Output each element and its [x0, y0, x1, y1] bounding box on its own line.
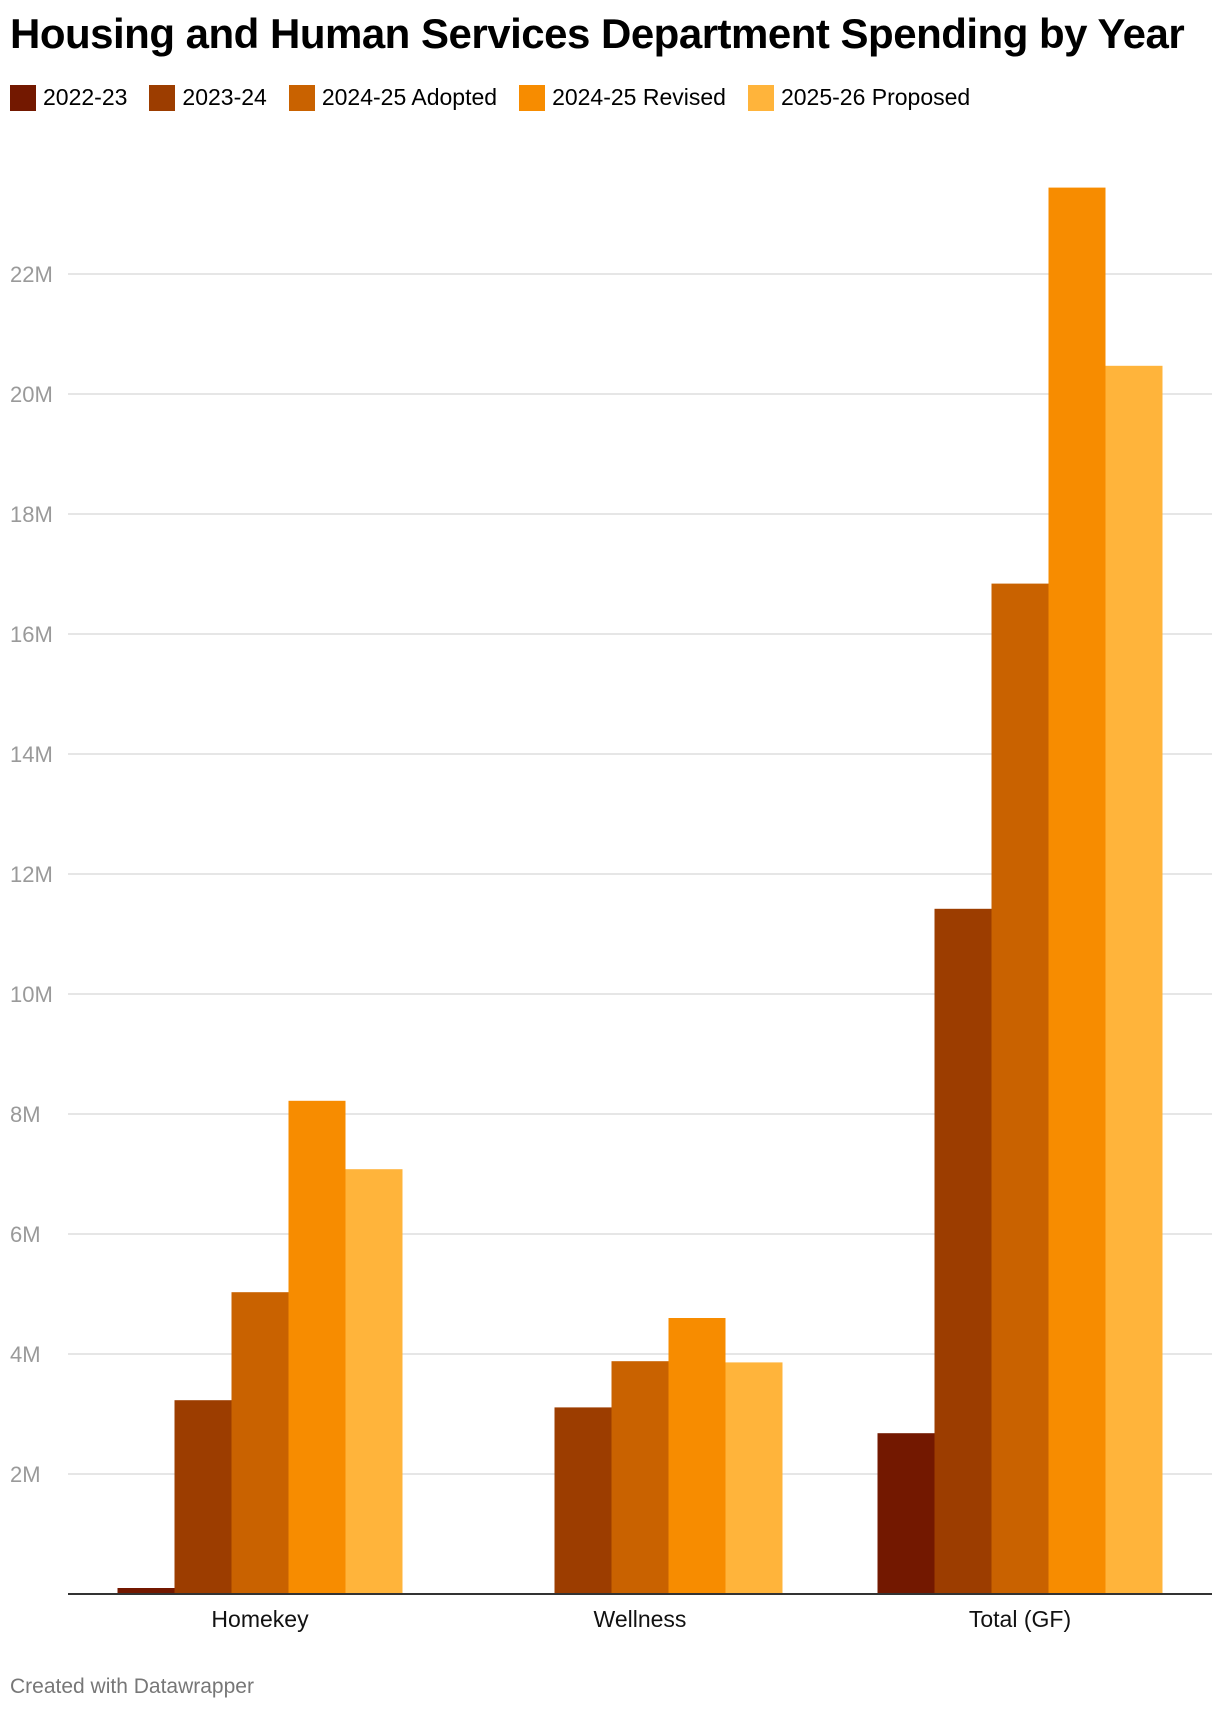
legend-swatch: [149, 84, 176, 111]
bar: [174, 1400, 232, 1594]
chart-title: Housing and Human Services Department Sp…: [10, 10, 1185, 57]
y-tick-label: 22M: [10, 262, 53, 287]
bar: [611, 1361, 669, 1594]
legend-swatch: [10, 84, 36, 111]
x-tick-label: Total (GF): [969, 1606, 1071, 1632]
y-tick-label: 12M: [10, 862, 53, 887]
bar: [991, 583, 1049, 1594]
y-tick-label: 18M: [10, 502, 53, 527]
bar: [934, 908, 992, 1594]
x-tick-label: Homekey: [211, 1606, 309, 1632]
bar: [877, 1433, 935, 1594]
legend-item: 2023-24: [149, 84, 267, 111]
bar: [117, 1588, 175, 1594]
y-tick-label: 14M: [10, 742, 53, 767]
y-tick-label: 16M: [10, 622, 53, 647]
legend-label: 2023-24: [182, 84, 267, 110]
x-tick-label: Wellness: [594, 1606, 687, 1632]
legend-item: 2022-23: [10, 84, 127, 111]
bar: [668, 1318, 726, 1594]
bar: [725, 1362, 783, 1594]
y-tick-label: 4M: [10, 1342, 41, 1367]
legend-swatch: [519, 84, 546, 111]
legend-label: 2024-25 Revised: [552, 84, 726, 110]
legend-item: 2025-26 Proposed: [747, 84, 971, 111]
bar: [288, 1100, 346, 1594]
footer-credit: Created with Datawrapper: [10, 1675, 254, 1698]
legend-label: 2025-26 Proposed: [780, 84, 971, 110]
legend-item: 2024-25 Adopted: [288, 84, 498, 111]
legend-item: 2024-25 Revised: [519, 84, 726, 111]
legend-label: 2022-23: [43, 84, 128, 110]
bar: [1105, 365, 1163, 1594]
legend-swatch: [747, 84, 774, 111]
bar: [231, 1292, 289, 1594]
bar: [345, 1169, 403, 1594]
legend-label: 2024-25 Adopted: [321, 84, 498, 110]
legend: 2022-23 2023-24 2024-25 Adopted 2024-25 Rev…: [10, 84, 970, 111]
bar: [1048, 187, 1106, 1595]
legend-swatch: [288, 84, 315, 111]
bar: [554, 1407, 612, 1594]
y-tick-label: 20M: [10, 382, 53, 407]
y-tick-label: 10M: [10, 982, 53, 1007]
y-tick-label: 2M: [10, 1462, 41, 1487]
y-tick-label: 8M: [10, 1102, 41, 1127]
y-tick-label: 6M: [10, 1222, 41, 1247]
